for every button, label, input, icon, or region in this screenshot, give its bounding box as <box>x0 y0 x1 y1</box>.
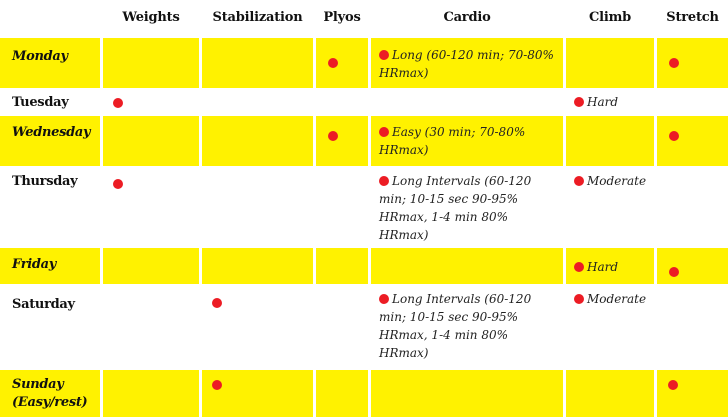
cardio-cell: Long (60-120 min; 70-80% HRmax) <box>371 38 563 88</box>
scheduled-marker <box>328 131 338 141</box>
climb-cell <box>566 116 654 166</box>
cardio-cell <box>371 370 563 417</box>
stretch-cell <box>657 116 728 166</box>
climb-cell <box>566 370 654 417</box>
climb-cell: Hard <box>566 248 654 284</box>
header-stabilization: Stabilization <box>212 10 303 25</box>
cardio-detail: Easy (30 min; 70-80% HRmax) <box>379 125 526 157</box>
climb-detail: Moderate <box>587 292 647 306</box>
day-cell: Friday <box>0 248 100 284</box>
climb-detail: Hard <box>587 260 619 274</box>
stabilization-cell <box>202 284 313 370</box>
scheduled-marker <box>212 380 222 390</box>
scheduled-marker <box>212 298 222 308</box>
scheduled-marker <box>574 176 584 186</box>
climb-cell <box>566 38 654 88</box>
climb-cell: Moderate <box>566 284 706 312</box>
day-label: Wednesday <box>12 125 91 140</box>
header-climb: Climb <box>588 10 632 25</box>
cardio-detail: Long Intervals (60-120 min; 10-15 sec 90… <box>379 174 532 242</box>
scheduled-marker <box>113 179 123 189</box>
day-label: Tuesday <box>12 95 69 110</box>
scheduled-marker <box>379 50 389 60</box>
scheduled-marker <box>379 127 389 137</box>
climb-cell: Hard <box>566 88 654 116</box>
scheduled-marker <box>574 262 584 272</box>
header-cardio: Cardio <box>443 10 491 25</box>
scheduled-marker <box>379 294 389 304</box>
header-stretch: Stretch <box>666 10 719 25</box>
plyos-cell <box>316 248 368 284</box>
day-cell: Sunday (Easy/rest) <box>0 370 100 417</box>
stretch-cell <box>657 38 728 88</box>
weights-cell <box>103 38 199 88</box>
stabilization-cell <box>202 370 313 417</box>
plyos-cell <box>316 370 368 417</box>
day-label: Monday <box>12 49 68 64</box>
scheduled-marker <box>669 58 679 68</box>
stabilization-cell <box>202 248 313 284</box>
scheduled-marker <box>113 98 123 108</box>
plyos-cell <box>316 116 368 166</box>
climb-cell: Moderate <box>566 166 706 194</box>
plyos-cell <box>316 38 368 88</box>
scheduled-marker <box>669 131 679 141</box>
climb-detail: Moderate <box>587 174 647 188</box>
weights-cell <box>103 88 199 116</box>
climb-detail: Hard <box>587 95 619 109</box>
day-cell: Monday <box>0 38 100 88</box>
scheduled-marker <box>669 267 679 277</box>
stretch-cell <box>657 370 728 417</box>
stabilization-cell <box>202 38 313 88</box>
cardio-detail: Long (60-120 min; 70-80% HRmax) <box>379 48 554 80</box>
header-weights: Weights <box>122 10 180 25</box>
weights-cell <box>103 248 199 284</box>
weights-cell <box>103 166 199 248</box>
header-plyos: Plyos <box>323 10 361 25</box>
cardio-detail: Long Intervals (60-120 min; 10-15 sec 90… <box>379 292 532 360</box>
day-label: Friday <box>12 257 57 272</box>
scheduled-marker <box>668 380 678 390</box>
day-label: Sunday (Easy/rest) <box>12 377 88 410</box>
scheduled-marker <box>574 294 584 304</box>
day-cell: Wednesday <box>0 116 100 166</box>
cardio-cell: Easy (30 min; 70-80% HRmax) <box>371 116 563 166</box>
day-label: Thursday <box>12 174 78 189</box>
day-label: Saturday <box>12 297 75 312</box>
scheduled-marker <box>328 58 338 68</box>
stretch-cell <box>657 248 728 284</box>
weights-cell <box>103 370 199 417</box>
cardio-cell: Long Intervals (60-120 min; 10-15 sec 90… <box>371 284 563 370</box>
weights-cell <box>103 116 199 166</box>
cardio-cell <box>371 248 563 284</box>
scheduled-marker <box>574 97 584 107</box>
cardio-cell: Long Intervals (60-120 min; 10-15 sec 90… <box>371 166 563 248</box>
stabilization-cell <box>202 116 313 166</box>
scheduled-marker <box>379 176 389 186</box>
